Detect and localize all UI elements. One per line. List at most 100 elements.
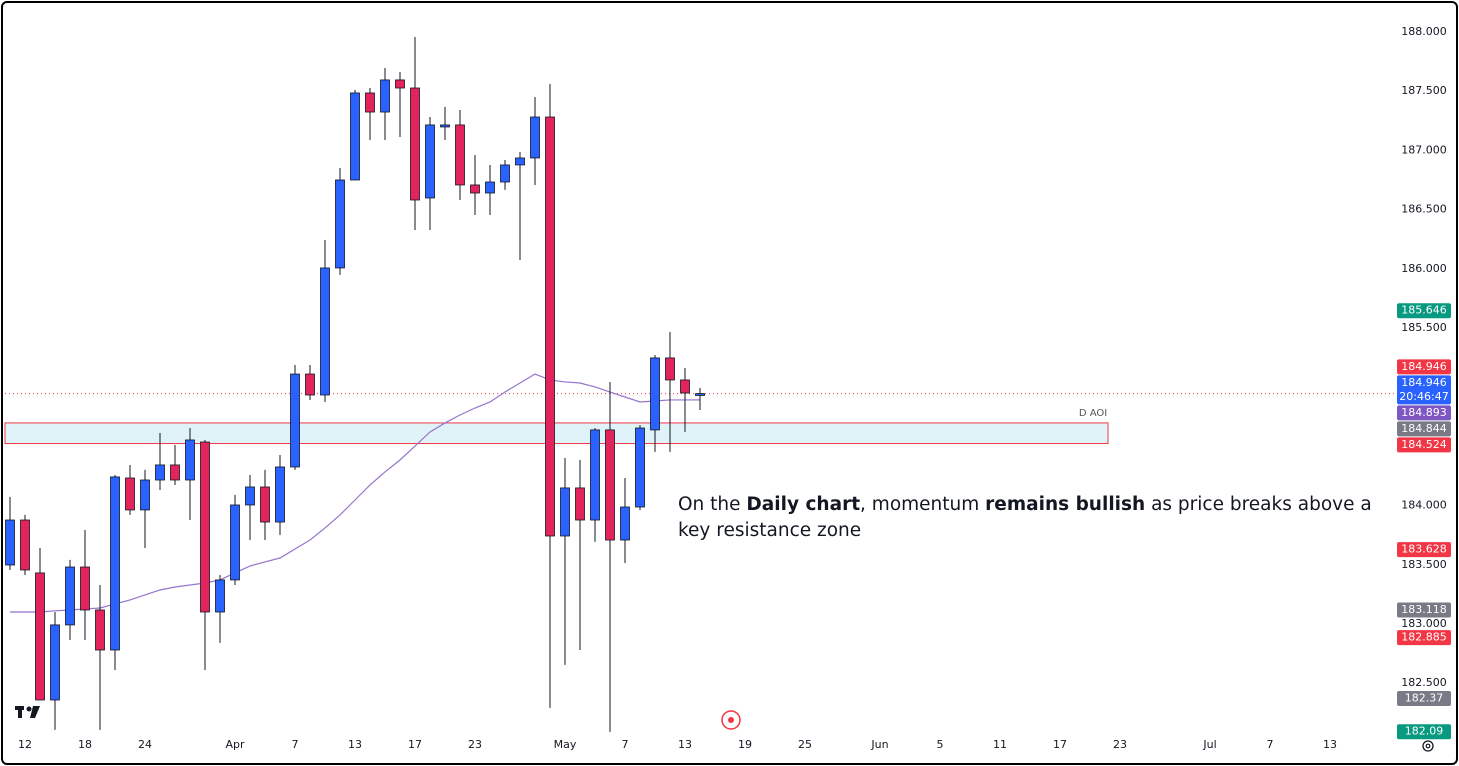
x-tick-label: 24 bbox=[138, 738, 152, 751]
price-tag bbox=[1397, 691, 1451, 707]
candle-body bbox=[275, 466, 285, 523]
candle-body bbox=[665, 357, 675, 381]
x-tick-label: 7 bbox=[1267, 738, 1274, 751]
price-tag-label: 184.524 bbox=[1401, 438, 1447, 451]
x-tick-label: 18 bbox=[78, 738, 92, 751]
candle-body bbox=[425, 124, 435, 199]
candle-body bbox=[230, 504, 240, 581]
zone bbox=[4, 422, 1109, 445]
candle-body bbox=[530, 116, 540, 159]
candle-body bbox=[380, 79, 390, 113]
candle-body bbox=[5, 519, 15, 566]
x-tick-label: 17 bbox=[1053, 738, 1067, 751]
price-tag bbox=[1397, 405, 1451, 421]
candle-body bbox=[515, 157, 525, 166]
candle-body bbox=[125, 477, 135, 511]
candle-body bbox=[80, 566, 90, 611]
candle-body bbox=[590, 429, 600, 521]
x-tick-label: 13 bbox=[678, 738, 692, 751]
candle-body bbox=[650, 357, 660, 431]
candle-body bbox=[260, 486, 270, 523]
candle-body bbox=[605, 429, 615, 541]
candle-body bbox=[545, 116, 555, 537]
price-tag-label: 183.118 bbox=[1401, 603, 1447, 616]
settings-icon[interactable] bbox=[1422, 740, 1434, 752]
price-tag-label: 182.37 bbox=[1405, 692, 1444, 705]
price-tag bbox=[1397, 375, 1451, 405]
y-tick-label: 186.000 bbox=[1401, 262, 1447, 275]
candle-body bbox=[500, 164, 510, 183]
candle-body bbox=[185, 439, 195, 481]
price-tag bbox=[1397, 359, 1451, 375]
candle-body bbox=[155, 464, 165, 481]
candle-body bbox=[350, 92, 360, 181]
x-tick-label: 7 bbox=[292, 738, 299, 751]
x-tick-label: 23 bbox=[468, 738, 482, 751]
candle-body bbox=[110, 476, 120, 651]
x-tick-label: 17 bbox=[408, 738, 422, 751]
candle-body bbox=[620, 506, 630, 541]
candle-body bbox=[695, 393, 705, 396]
price-tag-label: 182.885 bbox=[1401, 631, 1447, 644]
chart: D AOI 188.000 187.500 187.000 186.500 186.000… bbox=[4, 25, 1451, 752]
x-tick-label: 13 bbox=[1323, 738, 1337, 751]
candle-body bbox=[635, 427, 645, 508]
y-tick-label: 186.500 bbox=[1401, 203, 1447, 216]
candle-body bbox=[365, 92, 375, 113]
moving-average bbox=[10, 373, 701, 613]
price-tag bbox=[1397, 630, 1451, 646]
candle-body bbox=[65, 566, 75, 626]
candle-body bbox=[20, 519, 30, 571]
x-tick-label: May bbox=[554, 738, 577, 751]
price-tag-label: 184.893 bbox=[1401, 406, 1447, 419]
price-tag-countdown: 20:46:47 bbox=[1399, 390, 1448, 403]
candle-body bbox=[50, 624, 60, 701]
x-tick-label: 7 bbox=[622, 738, 629, 751]
candle-body bbox=[395, 79, 405, 89]
candle-body bbox=[560, 487, 570, 537]
logo bbox=[15, 706, 40, 718]
price-tag bbox=[1397, 724, 1451, 740]
x-tick-label: 12 bbox=[18, 738, 32, 751]
x-tick-label: 23 bbox=[1113, 738, 1127, 751]
candle-body bbox=[200, 441, 210, 613]
price-tag bbox=[1397, 303, 1451, 319]
x-tick-label: 25 bbox=[798, 738, 812, 751]
candle-body bbox=[320, 267, 330, 396]
candle-body bbox=[245, 486, 255, 506]
price-tag-label: 182.09 bbox=[1405, 725, 1444, 738]
x-tick-label: 13 bbox=[348, 738, 362, 751]
price-tag-label: 184.946 bbox=[1401, 376, 1447, 389]
y-tick-label: 183.000 bbox=[1401, 617, 1447, 630]
price-tag bbox=[1397, 421, 1451, 437]
candle-body bbox=[575, 487, 585, 521]
candle-body bbox=[680, 379, 690, 394]
candle-body bbox=[410, 87, 420, 201]
price-tag-label: 184.844 bbox=[1401, 422, 1447, 435]
price-tag bbox=[1397, 437, 1451, 453]
annotation-text: as price breaks above a key resistance z… bbox=[678, 494, 1372, 541]
price-tag bbox=[1397, 542, 1451, 558]
annotation-text: Daily chart bbox=[746, 494, 861, 515]
record-icon[interactable] bbox=[721, 710, 741, 730]
candle-body bbox=[470, 184, 480, 194]
y-tick-label: 183.500 bbox=[1401, 558, 1447, 571]
price-tag-label: 183.628 bbox=[1401, 543, 1447, 556]
x-tick-label: Apr bbox=[225, 738, 245, 751]
annotation-text: , momentum bbox=[860, 494, 986, 515]
price-tag-label: 185.646 bbox=[1401, 304, 1447, 317]
candle-body bbox=[170, 464, 180, 481]
y-tick-label: 188.000 bbox=[1401, 25, 1447, 38]
candle-body bbox=[485, 181, 495, 194]
candle-body bbox=[95, 609, 105, 651]
y-tick-label: 185.500 bbox=[1401, 321, 1447, 334]
annotation-text: remains bullish bbox=[985, 494, 1146, 515]
candle-body bbox=[140, 479, 150, 511]
zone-label: D AOI bbox=[1079, 408, 1107, 419]
x-tick-label: Jul bbox=[1202, 738, 1216, 751]
annotation: On the Daily chart, momentum remains bul… bbox=[678, 492, 1378, 544]
candle-body bbox=[35, 572, 45, 701]
candle-body bbox=[215, 579, 225, 613]
x-tick-label: 5 bbox=[937, 738, 944, 751]
